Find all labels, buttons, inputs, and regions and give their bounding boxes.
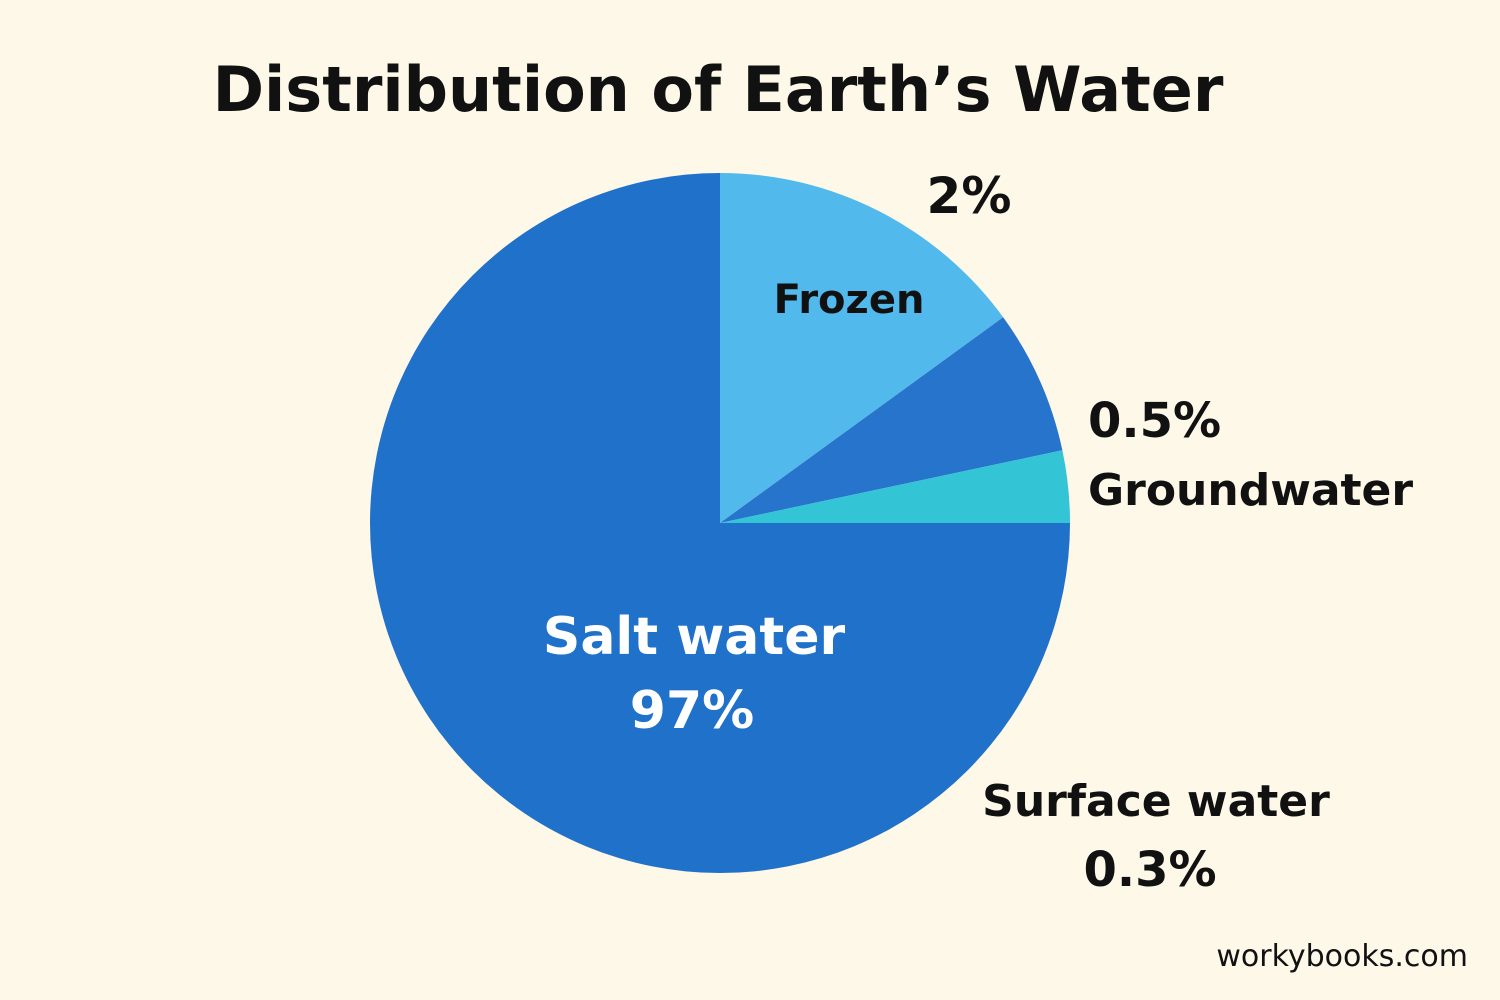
slice-label-salt-water: Salt water xyxy=(543,607,846,667)
slice-value-frozen: 2% xyxy=(927,167,1012,225)
chart-title: Distribution of Earth’s Water xyxy=(213,53,1224,126)
slice-label-groundwater: Groundwater xyxy=(1088,465,1413,516)
pie-slice-groundwater xyxy=(720,317,1063,523)
slice-value-surface-water: 0.3% xyxy=(1083,842,1216,898)
slice-label-frozen: Frozen xyxy=(774,277,925,323)
slice-label-surface-water: Surface water xyxy=(982,776,1330,827)
pie-slice-surface-water xyxy=(720,450,1070,523)
pie-slices xyxy=(370,173,1070,873)
slice-value-salt-water: 97% xyxy=(630,681,754,741)
slice-value-groundwater: 0.5% xyxy=(1088,393,1221,449)
pie-slice-frozen xyxy=(720,173,1004,523)
source-credit: workybooks.com xyxy=(1216,939,1468,974)
